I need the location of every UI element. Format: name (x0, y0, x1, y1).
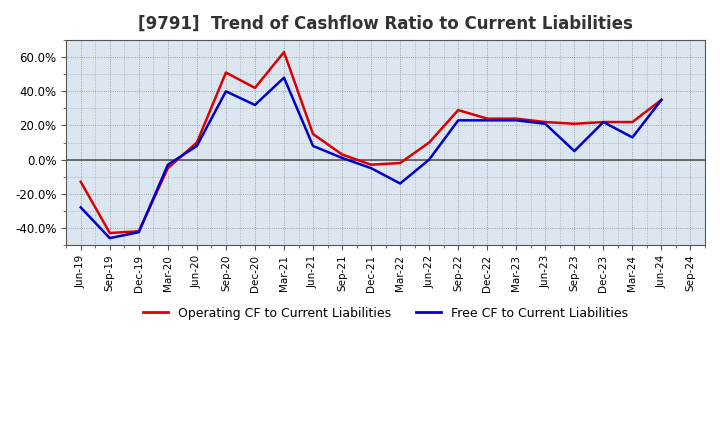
Title: [9791]  Trend of Cashflow Ratio to Current Liabilities: [9791] Trend of Cashflow Ratio to Curren… (138, 15, 633, 33)
Legend: Operating CF to Current Liabilities, Free CF to Current Liabilities: Operating CF to Current Liabilities, Fre… (138, 302, 633, 325)
